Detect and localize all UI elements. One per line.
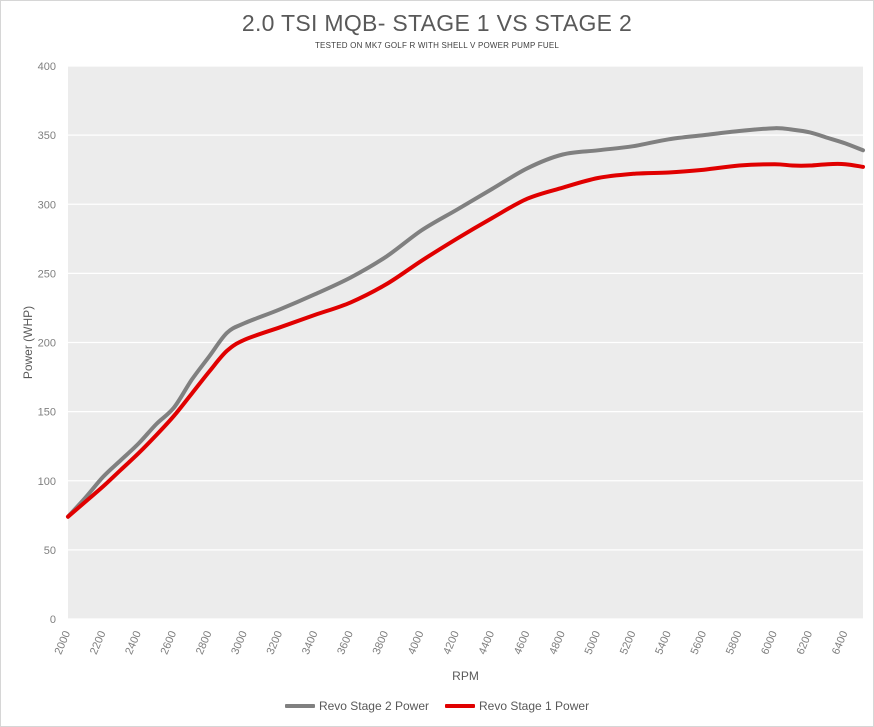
y-tick-label: 50 — [44, 545, 56, 557]
legend-item-stage2: Revo Stage 2 Power — [284, 699, 429, 713]
legend-item-stage1: Revo Stage 1 Power — [445, 699, 589, 713]
x-tick-label: 5400 — [653, 629, 674, 656]
legend-label-stage1: Revo Stage 1 Power — [479, 699, 590, 713]
y-tick-label: 400 — [38, 61, 56, 73]
legend-swatch-stage2 — [284, 704, 315, 708]
y-tick-label: 300 — [38, 199, 56, 211]
x-axis-title: RPM — [452, 669, 479, 683]
x-tick-label: 3800 — [371, 629, 392, 656]
chart-subtitle: TESTED ON MK7 GOLF R WITH SHELL V POWER … — [314, 41, 560, 50]
x-tick-label: 5200 — [618, 629, 639, 656]
x-tick-label: 5000 — [583, 629, 604, 656]
x-tick-label: 4400 — [477, 629, 498, 656]
series-line-stage2 — [66, 126, 865, 519]
legend-label-stage2: Revo Stage 2 Power — [318, 699, 429, 713]
x-tick-label: 2800 — [194, 629, 215, 656]
y-tick-label: 0 — [50, 614, 56, 626]
gridlines — [68, 65, 863, 620]
x-tick-label: 2200 — [88, 629, 109, 656]
y-axis-title: Power (WHP) — [21, 306, 35, 379]
x-tick-label: 2400 — [123, 629, 144, 656]
y-tick-label: 250 — [38, 268, 56, 280]
legend: Revo Stage 2 Power Revo Stage 1 Power — [0, 699, 874, 713]
series-line-stage1 — [66, 161, 865, 519]
x-tick-label: 6000 — [759, 629, 780, 656]
y-axis-ticks: 0 50 100 150 200 250 300 350 400 — [38, 61, 56, 626]
y-tick-label: 150 — [38, 407, 56, 419]
chart-plot: 0 50 100 150 200 250 300 350 400 2000 2200 2400 260… — [21, 61, 865, 683]
y-tick-label: 350 — [38, 130, 56, 142]
x-tick-label: 4200 — [441, 629, 462, 656]
y-tick-label: 200 — [38, 338, 56, 350]
chart-title: 2.0 TSI MQB- STAGE 1 VS STAGE 2 — [241, 10, 633, 36]
legend-swatch-stage1 — [445, 704, 475, 708]
x-tick-label: 5800 — [724, 629, 745, 656]
x-tick-label: 3000 — [229, 629, 250, 656]
x-tick-label: 3600 — [335, 629, 356, 656]
series-lines — [66, 126, 865, 519]
x-axis-ticks: 2000 2200 2400 2600 2800 3000 3200 3400 3600 3800… — [53, 629, 851, 656]
x-tick-label: 4000 — [406, 629, 427, 656]
x-tick-label: 6400 — [830, 629, 851, 656]
y-tick-label: 100 — [38, 476, 56, 488]
x-tick-label: 3200 — [265, 629, 286, 656]
x-tick-label: 4800 — [547, 629, 568, 656]
x-tick-label: 5600 — [689, 629, 710, 656]
x-tick-label: 2000 — [53, 629, 74, 656]
x-tick-label: 3400 — [300, 629, 321, 656]
x-tick-label: 2600 — [159, 629, 180, 656]
x-tick-label: 6200 — [795, 629, 816, 656]
x-tick-label: 4600 — [512, 629, 533, 656]
